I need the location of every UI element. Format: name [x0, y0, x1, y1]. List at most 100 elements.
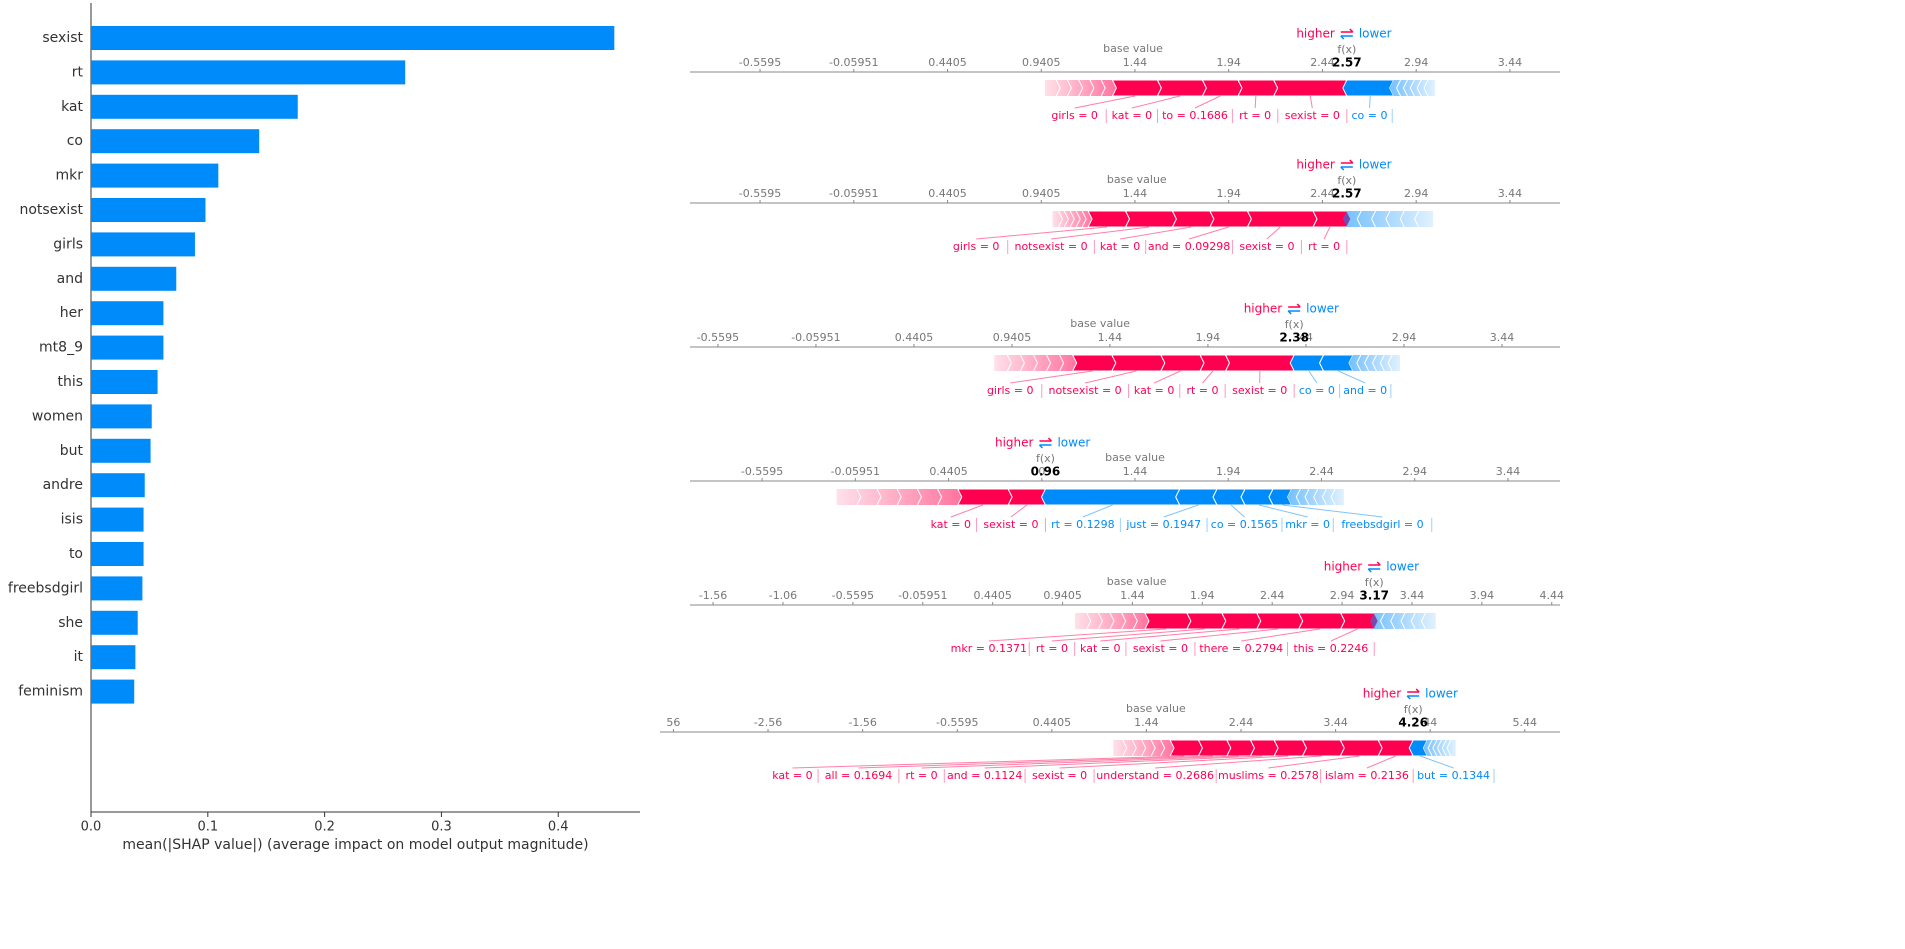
- higher-segment: [1339, 739, 1383, 757]
- feature-label: kat = 0: [772, 769, 812, 782]
- chevron: [1364, 354, 1370, 372]
- connector: [976, 226, 1107, 240]
- x-tick-label: 3.44: [1496, 465, 1521, 478]
- connector: [1188, 226, 1229, 240]
- connector: [1153, 370, 1181, 384]
- category-label: she: [58, 615, 83, 631]
- chevron: [1399, 210, 1405, 228]
- higher-label: higher: [1296, 158, 1335, 172]
- feature-label: girls = 0: [987, 384, 1034, 397]
- chevron: [1330, 488, 1336, 506]
- feature-label: this = 0.2246: [1293, 642, 1368, 655]
- bar: [91, 507, 144, 532]
- x-tick-label: 0.0: [81, 820, 102, 835]
- higher-segment: [1197, 739, 1232, 757]
- x-tick-label: 1.94: [1216, 187, 1241, 200]
- x-tick-label: 3.44: [1490, 331, 1515, 344]
- bar: [91, 404, 152, 429]
- lower-label: lower: [1386, 560, 1419, 574]
- fx-value: 2.38: [1279, 331, 1309, 345]
- chevron: [1057, 210, 1063, 228]
- connector: [1308, 370, 1318, 384]
- x-tick-label: 2.94: [1330, 589, 1355, 602]
- chevron: [1075, 210, 1081, 228]
- connector: [1309, 95, 1313, 109]
- feature-label: co = 0: [1352, 109, 1388, 122]
- chevron: [896, 488, 902, 506]
- higher-segment: [1256, 612, 1304, 630]
- chevron: [1131, 739, 1137, 757]
- chevron: [1400, 612, 1406, 630]
- fx-value: 2.57: [1332, 187, 1362, 201]
- chevron: [1150, 739, 1156, 757]
- bar: [91, 163, 219, 188]
- higher-label: higher: [1244, 302, 1283, 316]
- category-label: rt: [72, 64, 84, 80]
- higher-rest-segment: [836, 489, 962, 505]
- arrow-higher: [1288, 303, 1301, 308]
- higher-segment: [1071, 354, 1117, 372]
- chevron: [1295, 488, 1301, 506]
- higher-segment: [1237, 79, 1279, 97]
- chevron: [1432, 739, 1438, 757]
- chevron: [1100, 79, 1106, 97]
- feature-label: muslims = 0.2578: [1218, 769, 1319, 782]
- category-label: but: [60, 443, 84, 459]
- connector: [1330, 628, 1358, 642]
- bar: [91, 335, 164, 360]
- arrow-lower: [1406, 695, 1420, 700]
- x-tick-label: 44: [1299, 331, 1313, 344]
- feature-label: understand = 0.2686: [1096, 769, 1214, 782]
- x-tick-label: -0.5595: [739, 187, 781, 200]
- connector: [1420, 755, 1454, 769]
- lower-segment: [1175, 488, 1218, 506]
- base-value-label: base value: [1126, 702, 1186, 715]
- higher-rest-segment: [1075, 613, 1149, 629]
- chevron: [1033, 354, 1039, 372]
- lower-label: lower: [1425, 687, 1458, 701]
- chevron: [1414, 210, 1420, 228]
- x-tick-label: 0.4: [548, 820, 569, 835]
- arrow-lower: [1340, 35, 1353, 40]
- chevron: [1356, 210, 1362, 228]
- chevron: [1081, 210, 1087, 228]
- arrow-lower: [1367, 568, 1381, 573]
- higher-segment: [956, 488, 1013, 506]
- higher-label: higher: [1324, 560, 1363, 574]
- higher-segment: [1272, 79, 1352, 97]
- x-tick-label: 2.44: [1260, 589, 1285, 602]
- feature-label: mkr = 0: [1285, 518, 1330, 531]
- category-label: her: [60, 305, 83, 321]
- higher-segment: [1297, 612, 1346, 630]
- x-tick-label: 3.44: [1323, 716, 1348, 729]
- bar: [91, 542, 144, 566]
- x-tick-label: 0.3: [431, 820, 452, 835]
- higher-label: higher: [1363, 687, 1402, 701]
- bar: [91, 576, 143, 601]
- connector: [1366, 755, 1396, 769]
- lower-label: lower: [1359, 158, 1392, 172]
- connector: [984, 755, 1263, 769]
- category-label: andre: [43, 477, 83, 493]
- connector: [1230, 504, 1245, 518]
- x-tick-label: -0.5595: [832, 589, 874, 602]
- feature-label: kat = 0: [1100, 240, 1140, 253]
- arrow-higher: [1039, 437, 1052, 442]
- x-tick-label: 4.44: [1540, 589, 1565, 602]
- x-tick-label: 1.44: [1134, 716, 1159, 729]
- x-tick-label: 0.9405: [993, 331, 1032, 344]
- base-value-label: base value: [1103, 42, 1163, 55]
- chevron: [1396, 79, 1402, 97]
- fx-value: 3.17: [1359, 589, 1389, 603]
- x-tick-label: 1.94: [1190, 589, 1215, 602]
- x-tick-label: 5.44: [1513, 716, 1538, 729]
- higher-segment: [1111, 79, 1162, 97]
- feature-label: notsexist = 0: [1014, 240, 1087, 253]
- x-tick-label: 2.44: [1229, 716, 1254, 729]
- x-tick-label: 56: [666, 716, 680, 729]
- connector: [1059, 755, 1289, 769]
- feature-label: to = 0.1686: [1162, 109, 1228, 122]
- base-value-label: base value: [1107, 575, 1167, 588]
- higher-segment: [1160, 354, 1205, 372]
